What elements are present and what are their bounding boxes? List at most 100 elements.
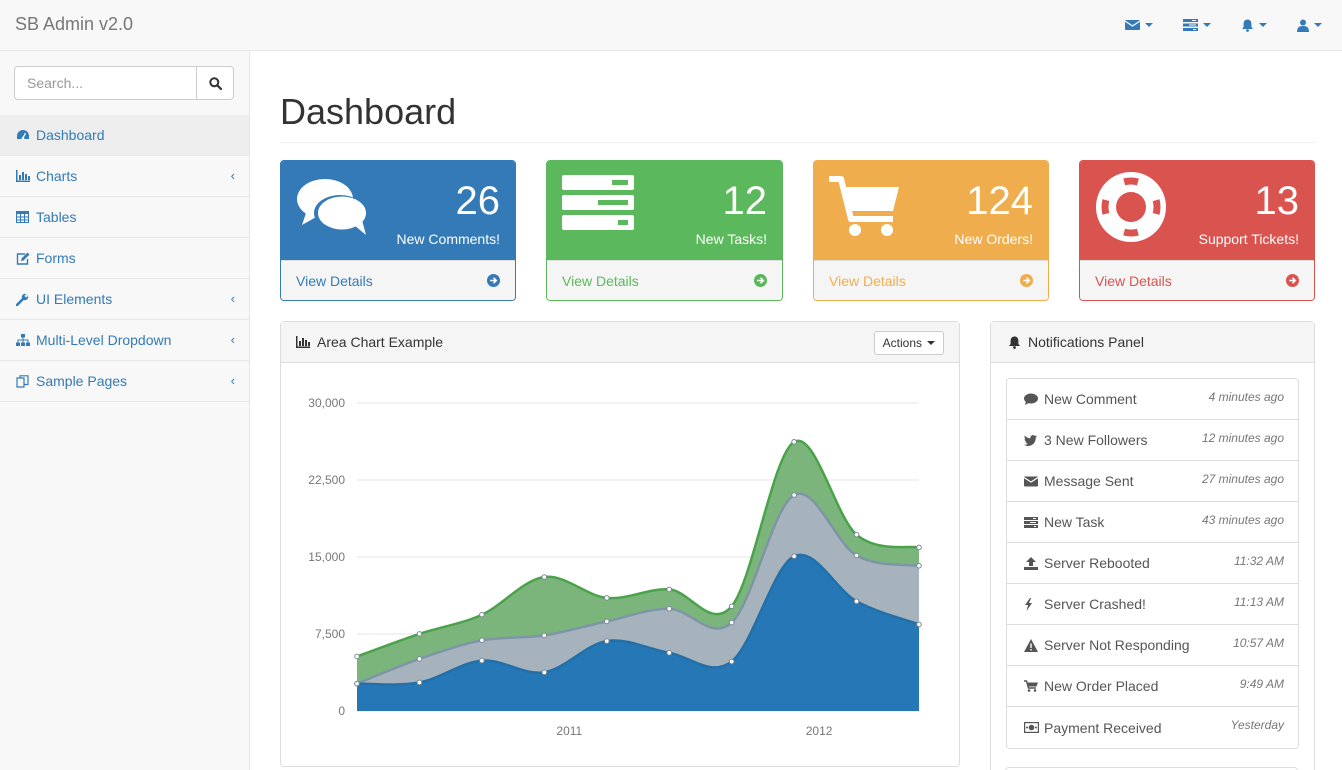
notification-label: New Order Placed	[1044, 678, 1159, 694]
view-details-link[interactable]: View Details	[281, 260, 515, 300]
view-details-label: View Details	[296, 272, 373, 289]
stat-panel-heading: 12 New Tasks!	[547, 161, 782, 260]
notification-item[interactable]: New Comment 4 minutes ago	[1007, 379, 1298, 420]
tasks-icon	[562, 175, 634, 230]
notification-item[interactable]: Server Not Responding 10:57 AM	[1007, 625, 1298, 666]
notification-time: 43 minutes ago	[1201, 513, 1284, 527]
tasks-icon	[1024, 516, 1044, 528]
sidebar-item-label: Multi-Level Dropdown	[36, 332, 172, 348]
notifications-title: Notifications Panel	[1028, 334, 1144, 350]
tasks-dropdown[interactable]	[1183, 19, 1211, 31]
data-point	[479, 611, 485, 618]
envelope-icon	[1024, 476, 1044, 487]
data-point	[354, 680, 360, 687]
data-point	[541, 574, 548, 580]
view-details-link[interactable]: View Details	[814, 260, 1048, 300]
notification-time: 10:57 AM	[1233, 636, 1284, 650]
user-dropdown[interactable]	[1297, 19, 1322, 32]
notifications-panel: Notifications Panel New Comment 4 minute…	[990, 321, 1315, 770]
notification-label: 3 New Followers	[1044, 432, 1148, 448]
view-details-link[interactable]: View Details	[1080, 260, 1314, 300]
chevron-left-icon: ‹	[230, 332, 235, 347]
user-icon	[1297, 19, 1309, 32]
stat-panel-heading: 26 New Comments!	[281, 161, 515, 260]
notification-item[interactable]: Payment Received Yesterday	[1007, 707, 1298, 748]
arrow-circle-right-icon	[754, 274, 767, 287]
top-navbar: SB Admin v2.0	[0, 0, 1342, 51]
notifications-heading: Notifications Panel	[991, 322, 1314, 363]
notification-label: Server Rebooted	[1044, 555, 1150, 571]
y-tick-label: 30,000	[308, 396, 345, 410]
notification-item[interactable]: Server Rebooted 11:32 AM	[1007, 543, 1298, 584]
notification-item[interactable]: 3 New Followers 12 minutes ago	[1007, 420, 1298, 461]
caret-down-icon	[1259, 23, 1267, 27]
caret-down-icon	[1145, 23, 1153, 27]
sidebar-item-tables[interactable]: Tables	[0, 197, 249, 238]
next-panel-edge	[1005, 767, 1298, 770]
data-point	[666, 649, 673, 656]
sidebar-item-multi-level-dropdown[interactable]: Multi-Level Dropdown ‹	[0, 320, 249, 361]
view-details-label: View Details	[562, 272, 639, 289]
shopping-cart-icon	[829, 176, 899, 236]
sidebar-item-label: Sample Pages	[36, 373, 128, 389]
stat-count: 26	[455, 179, 501, 223]
search-button[interactable]	[196, 66, 234, 100]
caret-down-icon	[1203, 23, 1211, 27]
stat-panel-tickets: 13 Support Tickets! View Details	[1079, 160, 1315, 301]
data-point	[853, 531, 860, 538]
sidebar: Dashboard Charts ‹ Tables Forms UI Ele	[0, 51, 250, 770]
sidebar-item-dashboard[interactable]: Dashboard	[0, 115, 249, 156]
sidebar-item-sample-pages[interactable]: Sample Pages ‹	[0, 361, 249, 402]
notification-item[interactable]: New Task 43 minutes ago	[1007, 502, 1298, 543]
data-point	[479, 657, 485, 664]
search-icon	[208, 76, 222, 90]
view-details-label: View Details	[829, 272, 906, 289]
notification-label: New Comment	[1044, 391, 1137, 407]
stat-panel-heading: 124 New Orders!	[814, 161, 1048, 260]
y-tick-label: 7,500	[315, 627, 345, 641]
bell-icon	[1242, 19, 1253, 32]
search-input[interactable]	[14, 66, 196, 100]
notification-item[interactable]: Server Crashed! 11:13 AM	[1007, 584, 1298, 625]
bar-chart-icon	[296, 336, 310, 348]
side-menu: Dashboard Charts ‹ Tables Forms UI Ele	[0, 115, 249, 402]
notification-label: Payment Received	[1044, 719, 1162, 736]
sidebar-item-label: Forms	[36, 250, 76, 266]
comment-icon	[1024, 393, 1044, 405]
data-point	[479, 637, 485, 644]
notification-item[interactable]: New Order Placed 9:49 AM	[1007, 666, 1298, 707]
top-nav-links	[1095, 0, 1322, 50]
notification-time: 9:49 AM	[1239, 677, 1284, 691]
data-point	[791, 439, 797, 445]
sidebar-item-ui-elements[interactable]: UI Elements ‹	[0, 279, 249, 320]
bolt-icon	[1024, 597, 1044, 611]
stat-panel-tasks: 12 New Tasks! View Details	[546, 160, 783, 301]
twitter-icon	[1024, 434, 1044, 446]
money-icon	[1024, 722, 1044, 733]
files-icon	[16, 374, 36, 388]
notifications-list: New Comment 4 minutes ago 3 New Follower…	[1006, 378, 1299, 749]
notification-time: 27 minutes ago	[1201, 472, 1284, 486]
edit-icon	[16, 252, 36, 265]
y-tick-label: 0	[338, 704, 345, 718]
view-details-label: View Details	[1095, 272, 1172, 289]
area-series-line	[356, 553, 920, 686]
messages-dropdown[interactable]	[1125, 19, 1153, 31]
stat-panel-comments: 26 New Comments! View Details	[280, 160, 516, 301]
data-point	[666, 586, 673, 593]
data-point	[853, 552, 860, 559]
actions-dropdown-button[interactable]: Actions	[873, 331, 944, 355]
envelope-icon	[1125, 20, 1140, 30]
data-point	[603, 638, 610, 644]
brand[interactable]: SB Admin v2.0	[15, 14, 134, 34]
alerts-dropdown[interactable]	[1241, 19, 1267, 32]
tasks-icon	[1183, 19, 1198, 31]
notification-time: Yesterday	[1230, 718, 1284, 732]
actions-label: Actions	[882, 336, 922, 350]
data-point	[728, 658, 735, 665]
x-tick-label: 2012	[806, 724, 833, 738]
sidebar-item-forms[interactable]: Forms	[0, 238, 249, 279]
view-details-link[interactable]: View Details	[547, 260, 782, 300]
notification-item[interactable]: Message Sent 27 minutes ago	[1007, 461, 1298, 502]
sidebar-item-charts[interactable]: Charts ‹	[0, 156, 249, 197]
